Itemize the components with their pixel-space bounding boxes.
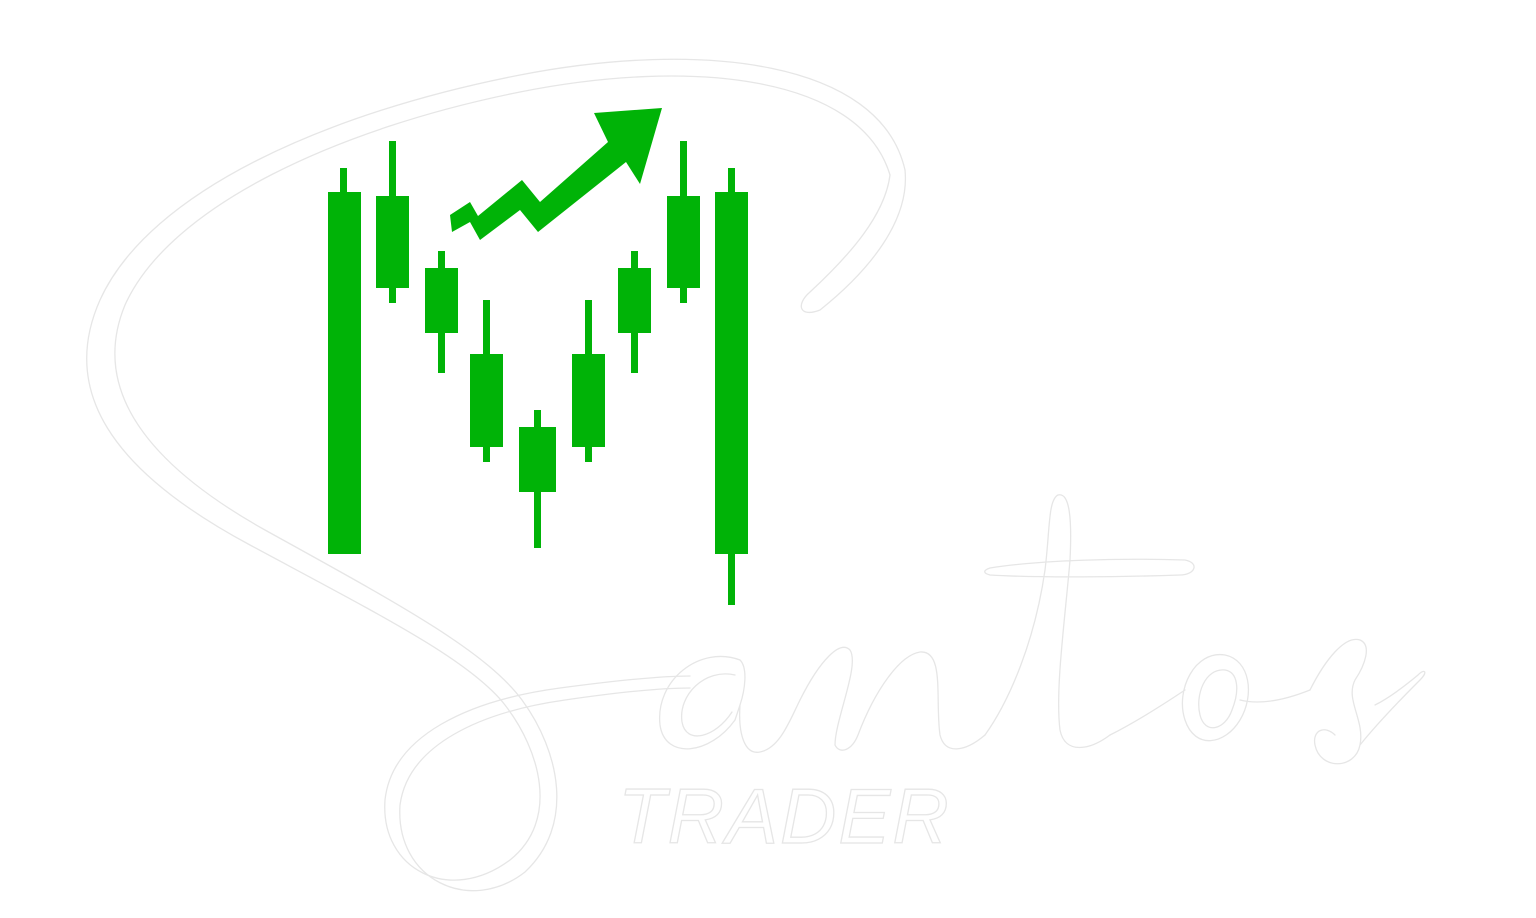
script-s-tail — [800, 169, 907, 314]
candle-2 — [376, 141, 409, 303]
up-arrow-icon — [450, 108, 662, 240]
script-letter-a — [659, 655, 801, 753]
candle-1 — [328, 168, 361, 554]
script-letter-t — [984, 494, 1195, 748]
candle-7 — [618, 251, 651, 373]
candle-8 — [667, 141, 700, 303]
script-letter-o — [1109, 654, 1311, 742]
script-s-inner — [114, 75, 891, 892]
candle-5 — [519, 410, 556, 548]
candle-4 — [470, 300, 503, 462]
candle-6 — [572, 300, 605, 462]
script-letter-n — [799, 646, 986, 751]
candle-3 — [425, 251, 458, 373]
santos-script-lettering — [86, 58, 1426, 892]
trader-wordmark: TRADER — [618, 772, 951, 860]
candle-9 — [715, 168, 748, 605]
script-s-outer — [86, 58, 906, 881]
script-letter-s — [1309, 638, 1426, 765]
candlestick-m-with-up-arrow-icon — [328, 108, 748, 605]
